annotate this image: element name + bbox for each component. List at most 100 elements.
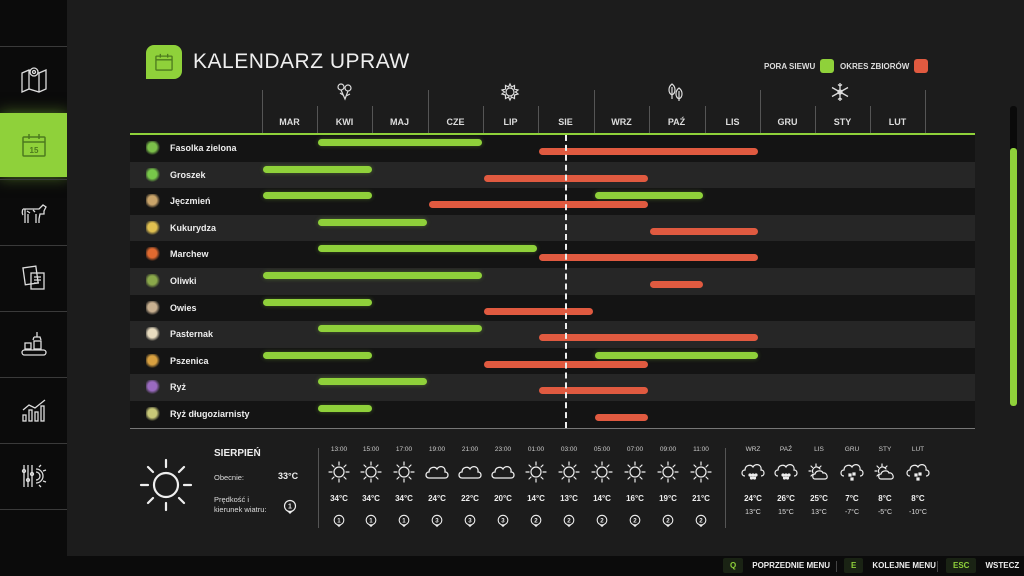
sowing-bar <box>594 351 759 359</box>
crop-name: Pasternak <box>170 329 214 340</box>
next-menu-button[interactable]: E KOLEJNE MENU <box>844 557 936 574</box>
wind-indicator-icon: 1 <box>283 499 297 514</box>
sowing-bar <box>263 272 482 279</box>
scrollbar-thumb[interactable] <box>1010 148 1017 406</box>
harvest-bar <box>594 414 648 421</box>
title-calendar-icon <box>146 45 182 79</box>
sowing-bar <box>318 405 372 412</box>
sidebar-item-map[interactable] <box>0 46 67 111</box>
forecast-high-temp: 8°C <box>911 494 925 503</box>
wind-indicator-icon: 3 <box>497 514 509 528</box>
sidebar-item-animals[interactable] <box>0 179 67 244</box>
parsnip-icon <box>146 327 160 342</box>
prev-menu-button[interactable]: Q POPRZEDNIE MENU <box>723 557 830 574</box>
forecast-temp: 14°C <box>527 494 545 503</box>
crop-row: Kukurydza <box>130 214 975 242</box>
forecast-temp: 24°C <box>428 494 446 503</box>
forecast-time: 05:00 <box>593 446 611 453</box>
wind-speed: 1 <box>337 517 341 524</box>
legend-sowing: PORA SIEWU <box>764 59 835 73</box>
weather-separator <box>725 448 726 528</box>
footer-separator <box>937 561 938 572</box>
harvest-bar <box>428 201 648 209</box>
corn-icon <box>146 220 160 235</box>
prev-menu-label: POPRZEDNIE MENU <box>752 561 831 570</box>
crop-name: Kukurydza <box>170 222 217 233</box>
month-header-maj: MAJ <box>389 117 409 127</box>
month-header-lis: LIS <box>725 117 740 127</box>
sidebar-item-calendar[interactable]: 15 <box>0 113 68 177</box>
cloud-icon <box>424 461 450 483</box>
sidebar-item-contracts[interactable] <box>0 245 67 310</box>
month-header-kwi: KWI <box>335 117 354 127</box>
wind-speed: 2 <box>534 517 538 524</box>
forecast-month: PAŹ <box>779 446 793 453</box>
legend-harvest: OKRES ZBIORÓW <box>840 59 929 73</box>
forecast-temp: 34°C <box>395 494 413 503</box>
map-pin-icon <box>20 67 47 93</box>
sowing-bar <box>318 139 482 146</box>
wind-indicator-icon: 2 <box>629 514 641 528</box>
sun-icon <box>326 461 352 483</box>
wind-indicator-icon: 2 <box>596 514 608 528</box>
sowing-bar <box>263 192 372 200</box>
partly-cloudy-icon <box>806 461 832 483</box>
wind-speed: 1 <box>402 517 406 524</box>
wind-speed: 3 <box>468 517 472 524</box>
sidebar-item-settings[interactable] <box>0 443 67 508</box>
forecast-temp: 20°C <box>494 494 512 503</box>
forecast-high-temp: 8°C <box>878 494 892 503</box>
rice-icon <box>146 380 160 395</box>
forecast-time: 09:00 <box>659 446 677 453</box>
sowing-bar <box>263 298 372 306</box>
flower-icon <box>337 83 352 101</box>
sowing-bar <box>594 192 703 200</box>
weather-separator <box>318 448 319 528</box>
forecast-month: LUT <box>911 446 925 453</box>
harvest-bar <box>539 387 648 395</box>
crop-name: Oliwki <box>170 276 197 286</box>
forecast-temp: 13°C <box>560 494 578 503</box>
forecast-low-temp: 13°C <box>745 509 761 516</box>
legend-harvest-label: OKRES ZBIORÓW <box>840 61 910 71</box>
harvest-bar <box>484 307 593 315</box>
next-menu-key: E <box>844 558 864 573</box>
month-header-sie: SIE <box>558 117 573 127</box>
month-header-sty: STY <box>833 117 852 127</box>
sun-icon <box>589 461 615 483</box>
current-date-marker <box>565 135 567 428</box>
wind-indicator-icon: 2 <box>563 514 575 528</box>
forecast-time: 03:00 <box>560 446 578 453</box>
forecast-time: 21:00 <box>461 446 479 453</box>
sidebar-item-statistics[interactable] <box>0 377 67 442</box>
back-button[interactable]: ESC WSTECZ <box>946 557 1019 574</box>
harvest-bar <box>649 281 703 288</box>
weather-month: SIERPIEŃ <box>214 448 261 459</box>
cloud-icon <box>490 461 516 483</box>
wind-indicator-icon: 3 <box>431 514 443 528</box>
forecast-high-temp: 25°C <box>810 494 828 503</box>
wind-speed: 3 <box>501 517 505 524</box>
long-rice-icon <box>146 407 160 421</box>
sun-icon <box>391 461 417 483</box>
wheat-icon <box>146 353 160 368</box>
sun-icon <box>688 461 714 483</box>
chart-icon <box>21 399 45 422</box>
forecast-temp: 22°C <box>461 494 479 503</box>
sun-icon <box>500 82 520 102</box>
crop-name: Ryż <box>170 382 187 393</box>
sidebar-divider <box>0 509 67 510</box>
sidebar-item-production[interactable] <box>0 311 67 376</box>
legend-sowing-label: PORA SIEWU <box>764 61 816 71</box>
forecast-temp: 34°C <box>330 494 348 503</box>
forecast-month: LIS <box>814 446 824 453</box>
header-divider <box>130 133 975 135</box>
back-label: WSTECZ <box>985 561 1020 570</box>
forecast-time: 19:00 <box>428 446 446 453</box>
wind-speed: 2 <box>600 517 604 524</box>
cloud-icon <box>457 461 483 483</box>
current-temp-value: 33°C <box>278 471 299 481</box>
barley-icon <box>146 194 160 209</box>
sowing-bar <box>263 351 372 359</box>
back-key: ESC <box>946 558 977 573</box>
